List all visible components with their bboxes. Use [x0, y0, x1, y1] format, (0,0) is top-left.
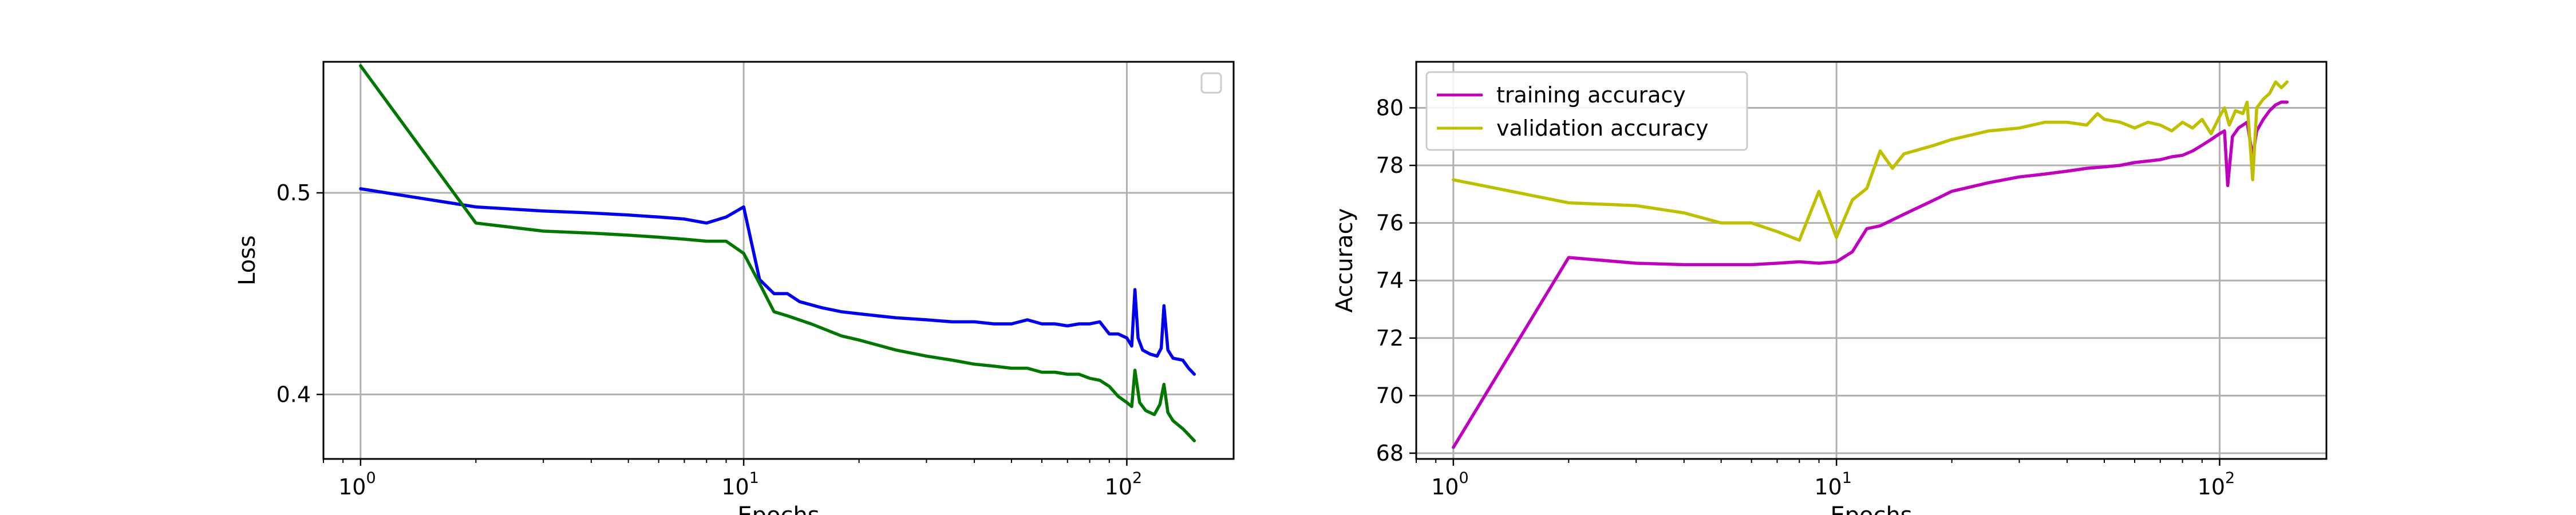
accuracy-y-ticks: 68 70 72 74 76 78 80 — [1376, 95, 1416, 466]
accuracy-plot-frame — [1415, 61, 2328, 460]
loss-series-line-0 — [359, 187, 1196, 376]
accuracy-series — [1452, 80, 2289, 449]
loss-y-axis-label: Loss — [234, 235, 260, 286]
accuracy-y-tick-label: 74 — [1376, 268, 1404, 293]
loss-y-ticks: 0.4 0.5 — [276, 180, 323, 407]
legend-label-validation: validation accuracy — [1496, 116, 1709, 141]
loss-y-tick-label: 0.5 — [276, 180, 311, 205]
accuracy-y-tick-label: 80 — [1376, 95, 1404, 120]
loss-y-tick-label: 0.4 — [276, 382, 311, 407]
loss-x-ticks: 100 101 102 — [323, 459, 1142, 500]
accuracy-series-line-0 — [1452, 100, 2289, 449]
accuracy-y-tick-label: 68 — [1376, 441, 1404, 466]
loss-plot-frame — [322, 61, 1235, 460]
accuracy-y-tick-label: 72 — [1376, 326, 1404, 351]
loss-series — [359, 64, 1196, 443]
accuracy-legend-box — [1425, 71, 1748, 151]
accuracy-y-axis-label: Accuracy — [1332, 208, 1358, 313]
loss-legend-box — [1200, 72, 1222, 94]
accuracy-y-tick-label: 76 — [1376, 211, 1404, 236]
legend-label-training: training accuracy — [1496, 82, 1686, 108]
accuracy-legend: training accuracy validation accuracy — [1425, 71, 1748, 151]
accuracy-x-axis-label: Epochs — [1830, 502, 1912, 515]
accuracy-y-tick-label: 70 — [1376, 383, 1404, 408]
loss-series-line-1 — [359, 64, 1196, 443]
accuracy-y-tick-label: 78 — [1376, 153, 1404, 178]
accuracy-series-line-1 — [1452, 80, 2289, 242]
loss-x-axis-label: Epochs — [737, 502, 819, 515]
loss-grid — [323, 62, 1234, 459]
